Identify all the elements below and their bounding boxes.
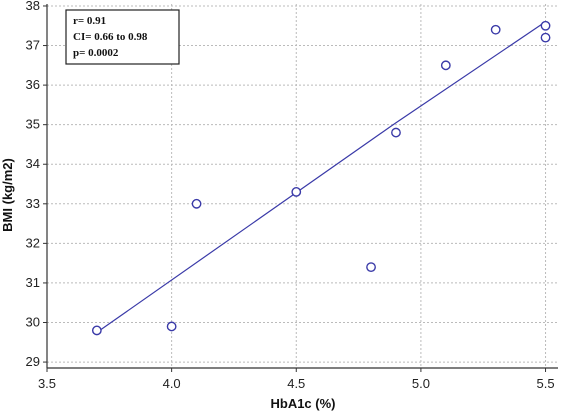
x-tick-label: 5.5 bbox=[536, 376, 554, 391]
stats-ci: CI= 0.66 to 0.98 bbox=[73, 31, 148, 43]
data-point bbox=[91, 325, 102, 336]
axes bbox=[43, 4, 558, 372]
x-tick-label: 3.5 bbox=[38, 376, 56, 391]
stats-box: r= 0.91 CI= 0.66 to 0.98 p= 0.0002 bbox=[65, 9, 180, 65]
x-tick-label: 4.0 bbox=[163, 376, 181, 391]
x-tick-label: 4.5 bbox=[287, 376, 305, 391]
data-point bbox=[490, 24, 501, 35]
stats-r: r= 0.91 bbox=[73, 15, 106, 27]
grid-lines bbox=[46, 4, 558, 368]
y-tick-label: 33 bbox=[26, 196, 40, 211]
regression-line-group bbox=[96, 21, 546, 333]
x-axis-title: HbA1c (%) bbox=[270, 396, 335, 411]
regression-line bbox=[96, 21, 546, 333]
tick-labels: 3.5 4.0 4.5 5.0 5.5 29 30 31 32 33 34 35 36 37 38 bbox=[26, 0, 555, 391]
y-tick-label: 30 bbox=[26, 315, 40, 330]
y-tick-label: 34 bbox=[26, 156, 40, 171]
x-tick-label: 5.0 bbox=[412, 376, 430, 391]
data-point bbox=[540, 32, 551, 43]
y-tick-label: 31 bbox=[26, 275, 40, 290]
data-point bbox=[366, 262, 376, 273]
y-tick-label: 38 bbox=[26, 0, 40, 13]
y-axis-title: BMI (kg/m2) bbox=[0, 158, 15, 232]
y-tick-label: 35 bbox=[26, 117, 40, 132]
y-tick-label: 36 bbox=[26, 77, 40, 92]
data-point bbox=[391, 127, 401, 138]
data-point bbox=[166, 321, 177, 332]
y-tick-label: 37 bbox=[26, 38, 40, 53]
y-tick-label: 29 bbox=[26, 354, 40, 369]
data-point bbox=[540, 20, 551, 31]
data-point bbox=[291, 187, 302, 197]
stats-box-frame bbox=[65, 9, 180, 65]
data-points bbox=[91, 20, 551, 336]
data-point bbox=[440, 60, 451, 71]
y-tick-label: 32 bbox=[26, 235, 40, 250]
stats-p: p= 0.0002 bbox=[73, 47, 119, 59]
data-point bbox=[191, 198, 202, 209]
